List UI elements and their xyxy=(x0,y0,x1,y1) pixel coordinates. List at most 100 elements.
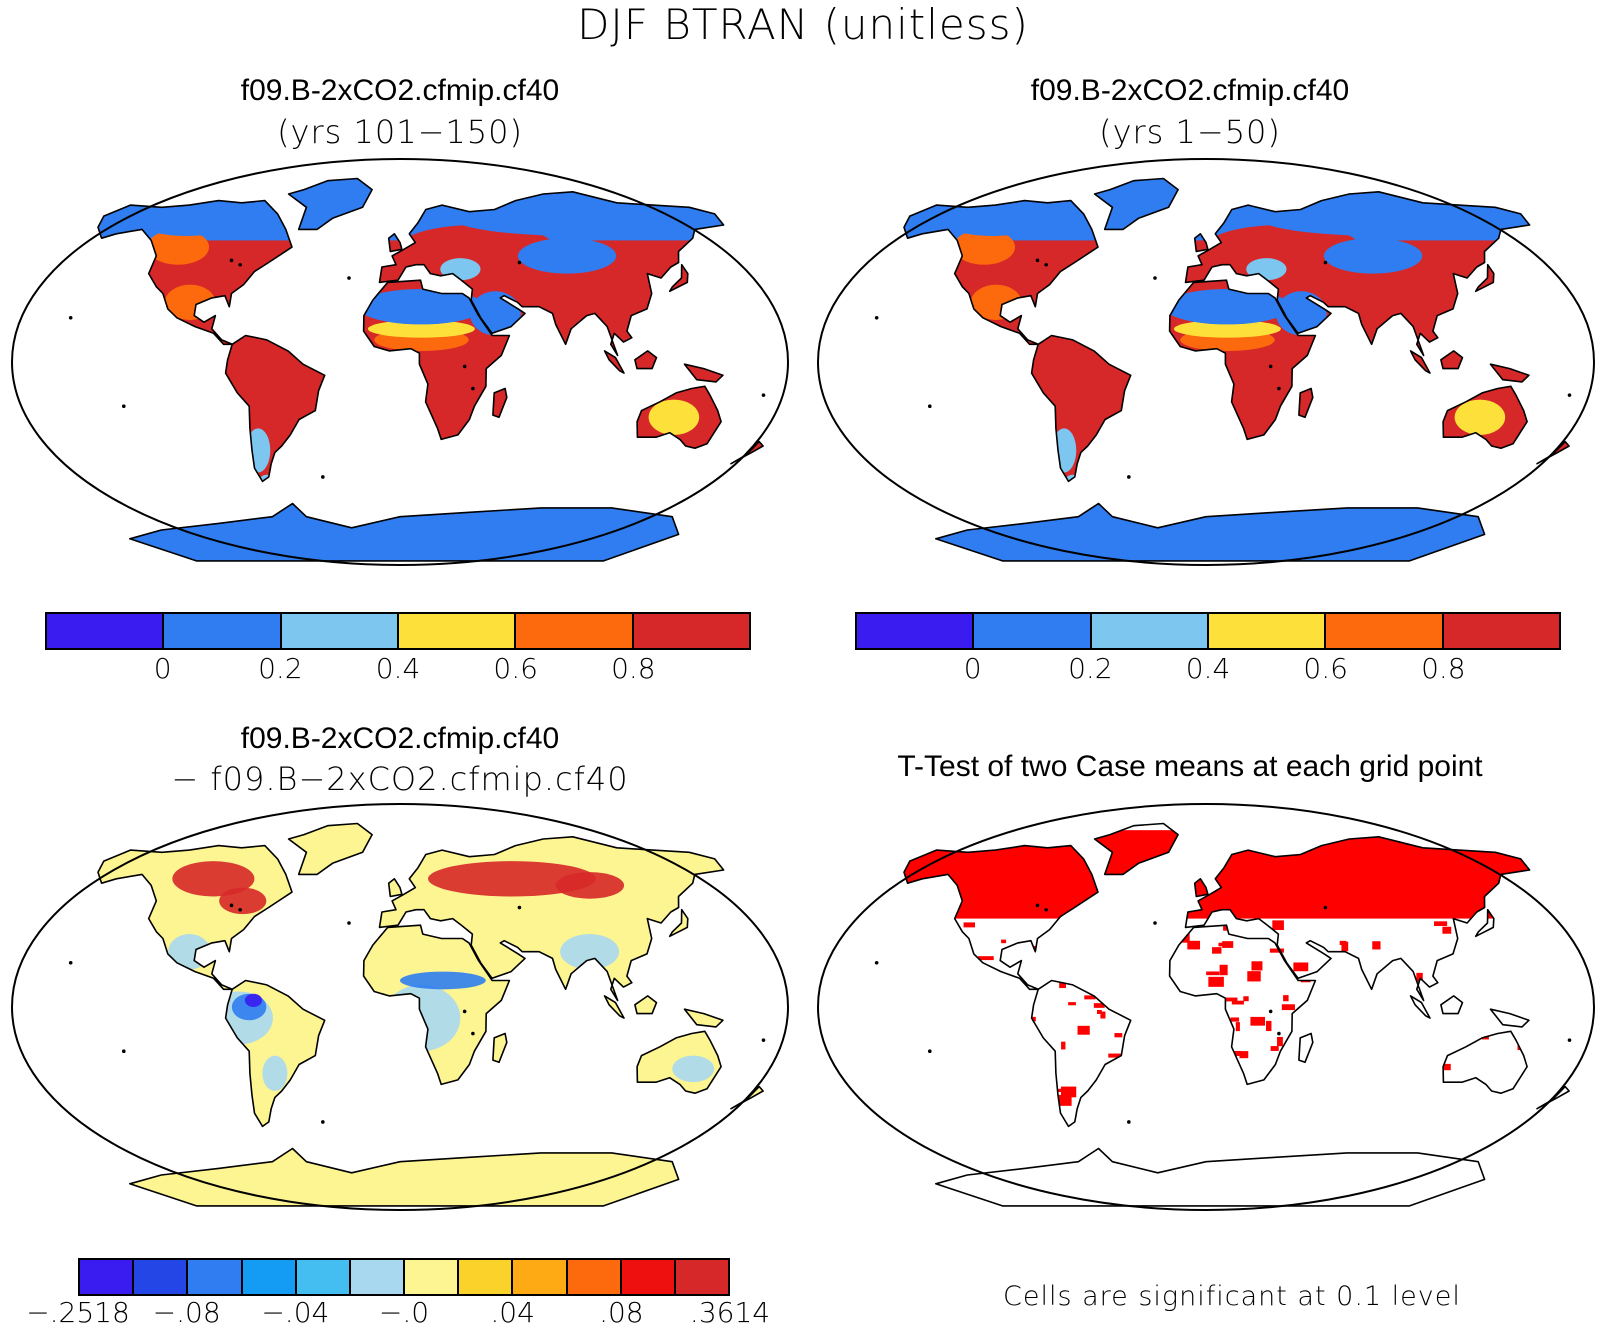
coastline xyxy=(287,822,373,876)
island-mark xyxy=(68,960,73,965)
colorbar-tick-label: 0.2 xyxy=(1068,652,1113,685)
colorbar-swatch xyxy=(1091,614,1209,648)
colorbar-swatch xyxy=(633,614,749,648)
significant-cell xyxy=(1277,1036,1283,1047)
coastline xyxy=(634,350,658,370)
colorbar-swatch xyxy=(350,1260,406,1294)
colorbar-swatch xyxy=(516,614,634,648)
significant-cell xyxy=(1230,1017,1240,1022)
significant-cell xyxy=(1283,995,1289,1002)
significant-cell xyxy=(1341,941,1349,952)
panel-2-title: f09.B-2xCO2.cfmip.cf40 xyxy=(1030,74,1350,107)
colorbar-tick-label: 0.8 xyxy=(611,652,656,685)
significant-cell xyxy=(1293,962,1309,972)
map-boundary xyxy=(11,803,789,1211)
difference-region xyxy=(400,971,486,990)
significant-cell xyxy=(1077,1025,1090,1035)
colorbar-case-2-labels: 0 0.2 0.4 0.6 0.8 xyxy=(855,652,1561,692)
significant-cell xyxy=(1434,921,1448,926)
colorbar-swatch xyxy=(134,1260,189,1294)
climate-region xyxy=(400,224,555,270)
significant-cell xyxy=(1093,1003,1105,1008)
island-mark xyxy=(1567,1038,1572,1042)
climate-region xyxy=(1173,320,1281,338)
coastline xyxy=(636,1030,722,1094)
climate-region xyxy=(453,200,703,237)
island-mark xyxy=(68,315,73,320)
island-mark xyxy=(1035,903,1040,908)
island-mark xyxy=(471,386,475,391)
climate-region xyxy=(367,320,475,338)
significant-cell xyxy=(1243,996,1249,1002)
island-mark xyxy=(238,262,242,267)
climate-region xyxy=(1206,224,1361,270)
island-mark xyxy=(238,907,242,912)
colorbar-tick-label: 0 xyxy=(963,652,982,685)
colorbar-tick-label: 0.4 xyxy=(1185,652,1231,685)
island-mark xyxy=(1127,475,1131,479)
coastline xyxy=(603,995,625,1019)
coastline xyxy=(362,924,511,1086)
colorbar-swatch xyxy=(188,1260,243,1294)
panel-4-title: T-Test of two Case means at each grid po… xyxy=(897,750,1483,783)
island-mark xyxy=(517,905,522,910)
coastline xyxy=(1093,822,1179,876)
climate-region xyxy=(357,289,485,325)
colorbar-swatch xyxy=(405,1260,460,1294)
significant-cell xyxy=(1247,971,1261,982)
significant-cell xyxy=(1208,976,1224,987)
coastline xyxy=(97,844,293,991)
coastline xyxy=(1168,924,1317,1086)
coastline xyxy=(1409,995,1431,1019)
significant-cell xyxy=(1084,995,1096,1000)
map-panel-ttest-significance xyxy=(817,803,1595,1211)
significant-cell xyxy=(1269,948,1284,953)
map-boundary xyxy=(11,158,789,566)
colorbar-case-1 xyxy=(45,612,751,650)
island-mark xyxy=(462,1009,467,1014)
island-mark xyxy=(1323,905,1328,910)
significant-cell xyxy=(1281,1004,1295,1011)
significant-cell xyxy=(1442,1063,1451,1071)
significant-cell xyxy=(1219,964,1228,976)
colorbar-tick-label: 0.2 xyxy=(258,652,303,685)
colorbar-swatch xyxy=(398,614,517,648)
significant-cell xyxy=(1108,1053,1122,1058)
colorbar-tick-label: −.0 xyxy=(378,1296,430,1329)
colorbar-case-2 xyxy=(855,612,1561,650)
significant-cell xyxy=(1059,979,1066,989)
colorbar-tick-label: −.08 xyxy=(152,1296,221,1329)
island-mark xyxy=(121,1049,126,1054)
island-mark xyxy=(1153,921,1157,925)
island-mark xyxy=(471,1031,475,1036)
coastlines xyxy=(68,822,766,1207)
significant-cell xyxy=(1372,941,1381,950)
significance-note: Cells are significant at 0.1 level xyxy=(1003,1281,1461,1312)
difference-region xyxy=(262,1055,288,1091)
climate-region xyxy=(648,399,700,435)
colorbar-swatch xyxy=(1443,614,1559,648)
coastline xyxy=(387,878,403,898)
significant-cell xyxy=(1416,972,1423,982)
coastline xyxy=(683,363,724,383)
significant-cell xyxy=(1272,920,1284,930)
significant-cell xyxy=(1235,1022,1240,1032)
coastline xyxy=(378,836,725,1002)
coastline xyxy=(668,908,689,938)
coastlines xyxy=(68,177,766,562)
figure-title: DJF BTRAN (unitless) xyxy=(577,0,1029,49)
panel-3-title: f09.B-2xCO2.cfmip.cf40 xyxy=(240,722,560,755)
island-mark xyxy=(1567,393,1572,397)
coastline xyxy=(903,199,1099,346)
coastline xyxy=(1193,233,1209,253)
island-mark xyxy=(1277,386,1281,391)
coastline xyxy=(603,350,625,374)
colorbar-swatch xyxy=(857,614,975,648)
colorbar-tick-label: 0.8 xyxy=(1421,652,1466,685)
coastline xyxy=(97,199,293,346)
island-mark xyxy=(347,921,351,925)
coastline xyxy=(1489,363,1530,383)
island-mark xyxy=(347,276,351,280)
island-mark xyxy=(1153,276,1157,280)
significant-cell xyxy=(1096,1010,1102,1015)
